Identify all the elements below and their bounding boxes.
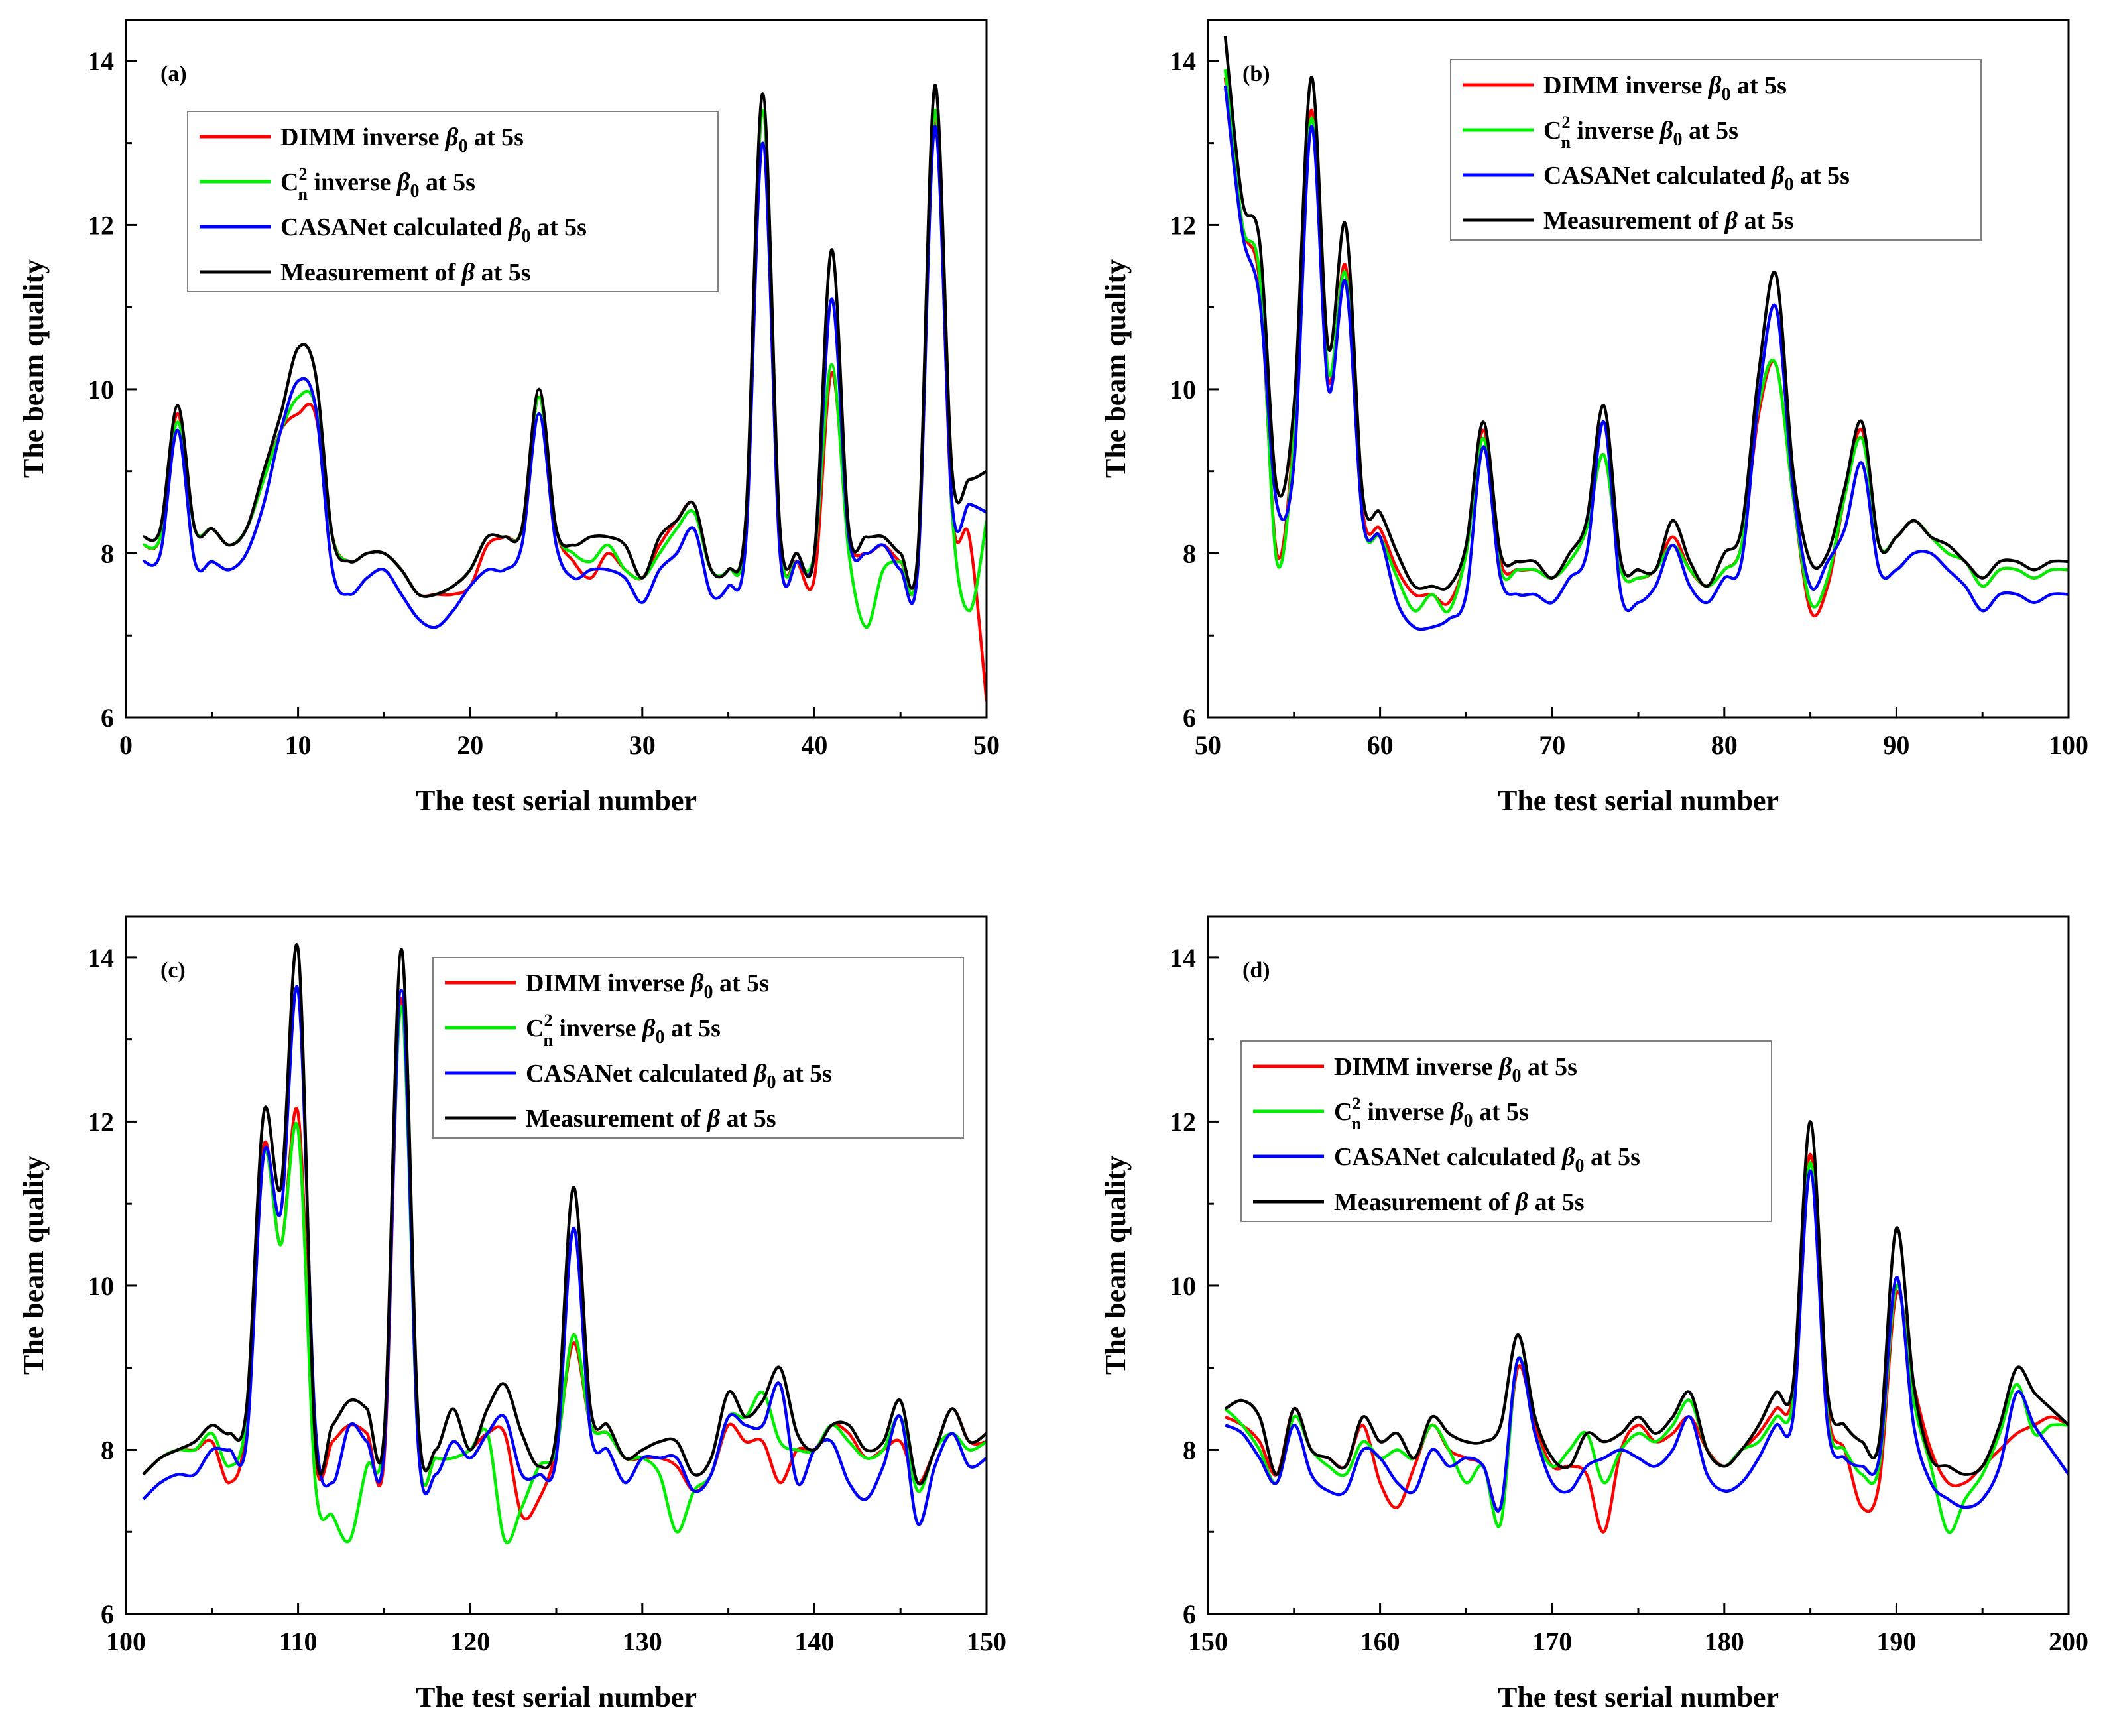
legend-label-cn2: C2 n inverse β0 at 5s: [1334, 1094, 1529, 1133]
panel-label: (a): [160, 62, 187, 86]
y-tick-label: 8: [101, 538, 114, 568]
chart-panel-2: 50 60 70 80 90 100 6 8 10 12 14 The test serial num…: [1099, 19, 2088, 817]
series-line-measure: [142, 943, 987, 1486]
legend-label-casanet: CASANet calculated β0 at 5s: [1543, 162, 1850, 195]
x-tick-label: 50: [973, 730, 1000, 760]
y-tick-label: 8: [1183, 538, 1196, 568]
legend: DIMM inverse β0 at 5s C2 n inverse β0 at 5…: [432, 957, 964, 1139]
x-axis-title: The test serial number: [416, 784, 697, 817]
y-tick-label: 6: [101, 1599, 114, 1629]
series-line-casanet: [1225, 1169, 2069, 1513]
x-tick-label: 130: [623, 1627, 662, 1656]
series-line-measure: [143, 84, 987, 598]
x-tick-label: 150: [1188, 1627, 1228, 1656]
x-tick-label: 40: [801, 730, 827, 760]
legend: DIMM inverse β0 at 5s C2 n inverse β0 at 5…: [187, 111, 719, 292]
x-tick-label: 30: [629, 730, 656, 760]
legend-label-cn2: C2 n inverse β0 at 5s: [526, 1011, 721, 1050]
legend-label-casanet: CASANet calculated β0 at 5s: [280, 214, 587, 247]
x-tick-label: 0: [119, 730, 133, 760]
y-tick-label: 12: [1170, 1107, 1196, 1137]
chart-panel-4: 150 160 170 180 190 200 6 8 10 12 14 The test seria…: [1099, 915, 2088, 1713]
chart-panel-3: 100 110 120 130 140 150 6 8 10 12 14 The test seria…: [17, 915, 1006, 1713]
y-tick-label: 10: [88, 1271, 114, 1301]
legend-label-dimm: DIMM inverse β0 at 5s: [1543, 72, 1787, 105]
x-tick-label: 100: [2049, 730, 2088, 760]
series-line-casanet: [143, 125, 987, 629]
series-group: [143, 84, 987, 702]
y-tick-label: 6: [101, 703, 114, 733]
y-axis-title: The beam quality: [1099, 1156, 1132, 1375]
y-tick-label: 14: [1170, 943, 1196, 973]
y-axis-title: The beam quality: [17, 1156, 50, 1375]
legend-box: [432, 957, 964, 1139]
legend: DIMM inverse β0 at 5s C2 n inverse β0 at 5…: [1450, 59, 1982, 241]
y-tick-label: 14: [1170, 46, 1196, 76]
y-tick-label: 8: [101, 1435, 114, 1465]
x-axis-title: The test serial number: [1498, 1681, 1779, 1713]
legend: DIMM inverse β0 at 5s C2 n inverse β0 at 5…: [1240, 1040, 1772, 1222]
y-tick-label: 14: [88, 943, 114, 973]
series-group: [1224, 1120, 2069, 1534]
x-tick-label: 170: [1532, 1627, 1572, 1656]
y-tick-label: 8: [1183, 1435, 1196, 1465]
panel-label: (c): [160, 958, 186, 983]
y-tick-label: 14: [88, 46, 114, 76]
x-tick-label: 150: [967, 1627, 1006, 1656]
series-line-measure: [1224, 1120, 2069, 1476]
legend-label-measure: Measurement of β at 5s: [280, 259, 531, 286]
legend-label-measure: Measurement of β at 5s: [526, 1105, 776, 1133]
panel-label: (b): [1242, 62, 1270, 86]
y-tick-label: 10: [1170, 375, 1196, 404]
series-line-measure: [1223, 36, 2069, 591]
y-axis-title: The beam quality: [17, 259, 50, 478]
x-tick-label: 160: [1360, 1627, 1400, 1656]
x-tick-label: 120: [450, 1627, 490, 1656]
legend-box: [1450, 59, 1982, 241]
x-tick-label: 200: [2049, 1627, 2088, 1656]
x-tick-label: 10: [285, 730, 312, 760]
x-axis-title: The test serial number: [1498, 784, 1779, 817]
x-tick-label: 140: [794, 1627, 834, 1656]
legend-label-cn2: C2 n inverse β0 at 5s: [280, 164, 475, 204]
x-axis-title: The test serial number: [416, 1681, 697, 1713]
x-tick-label: 50: [1195, 730, 1221, 760]
legend-label-cn2: C2 n inverse β0 at 5s: [1543, 113, 1738, 152]
y-tick-label: 12: [88, 1107, 114, 1137]
x-tick-label: 90: [1883, 730, 1909, 760]
chart-panel-1: 0 10 20 30 40 50 6 8 10 12 14 The test serial numbe…: [17, 19, 1000, 817]
y-tick-label: 6: [1183, 703, 1196, 733]
legend-box: [187, 111, 719, 292]
y-tick-label: 6: [1183, 1599, 1196, 1629]
y-axis-title: The beam quality: [1099, 259, 1132, 478]
legend-label-measure: Measurement of β at 5s: [1334, 1188, 1585, 1216]
legend-label-casanet: CASANet calculated β0 at 5s: [1334, 1143, 1640, 1176]
legend-label-dimm: DIMM inverse β0 at 5s: [526, 969, 769, 1003]
x-tick-label: 100: [106, 1627, 146, 1656]
y-tick-label: 12: [88, 210, 114, 240]
x-tick-label: 180: [1705, 1627, 1744, 1656]
x-tick-label: 20: [457, 730, 483, 760]
legend-label-dimm: DIMM inverse β0 at 5s: [1334, 1053, 1577, 1086]
series-line-casanet: [1223, 85, 2069, 631]
legend-label-casanet: CASANet calculated β0 at 5s: [526, 1060, 832, 1093]
x-tick-label: 110: [279, 1627, 318, 1656]
y-tick-label: 10: [1170, 1271, 1196, 1301]
x-tick-label: 70: [1539, 730, 1565, 760]
y-tick-label: 12: [1170, 210, 1196, 240]
y-tick-label: 10: [88, 375, 114, 404]
series-group: [1223, 36, 2069, 631]
series-group: [142, 943, 987, 1544]
x-tick-label: 190: [1876, 1627, 1916, 1656]
panel-label: (d): [1242, 958, 1270, 983]
legend-box: [1240, 1040, 1772, 1222]
legend-label-dimm: DIMM inverse β0 at 5s: [280, 123, 524, 156]
x-tick-label: 80: [1711, 730, 1738, 760]
legend-label-measure: Measurement of β at 5s: [1543, 207, 1794, 235]
x-tick-label: 60: [1367, 730, 1394, 760]
